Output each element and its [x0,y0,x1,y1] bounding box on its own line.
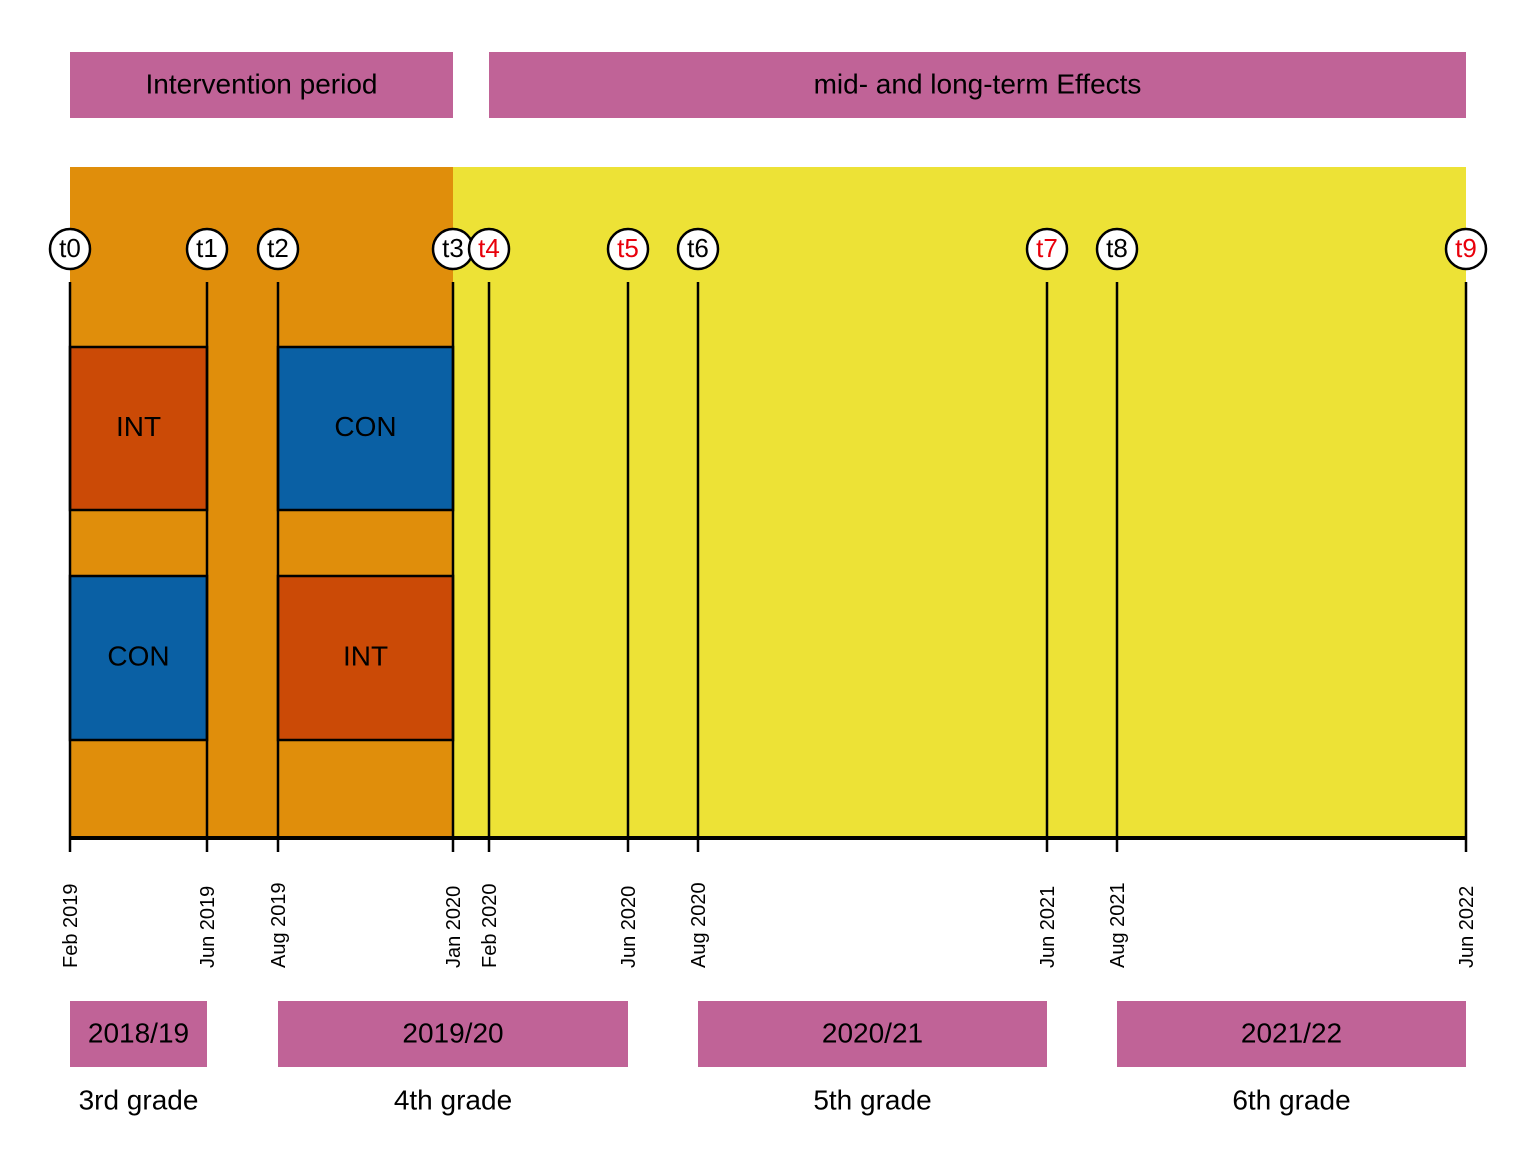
school-years: 2018/19 3rd grade 2019/20 4th grade 2020/21 5… [70,1001,1466,1115]
timepoint-label: t8 [1106,233,1128,263]
int-group-label: INT [343,640,388,671]
date-tick-label: Jun 2022 [1456,886,1478,968]
timepoint-marker-t1 [185,227,229,271]
timepoint-label: t0 [59,233,81,263]
timepoint-marker-t8 [1095,227,1139,271]
int-group-label: INT [116,411,161,442]
effects-period-label: mid- and long-term Effects [814,68,1142,99]
intervention-period-label: Intervention period [146,68,378,99]
date-tick-label: Jun 2021 [1037,886,1059,968]
timepoint-marker-t0 [48,227,92,271]
con-group-box [276,345,455,512]
con-group-box [68,574,209,742]
timepoint-marker-t7 [1025,227,1069,271]
school-year-banner [70,1001,207,1067]
timepoint-label: t4 [478,233,500,263]
school-year-banner [698,1001,1047,1067]
timepoint-label: t3 [442,233,464,263]
date-tick-label: Aug 2020 [688,882,710,968]
timepoint-lines [68,282,1468,852]
intervention-period-banner [70,52,453,118]
date-labels: Feb 2019 Jun 2019 Aug 2019 Jan 2020 Feb 2020… [60,882,1478,968]
grade-label: 6th grade [1232,1084,1350,1115]
con-group-label: CON [107,640,169,671]
timepoint-label: t2 [267,233,289,263]
timepoint-marker-t9 [1444,227,1488,271]
school-year-banner [278,1001,628,1067]
school-year-label: 2021/22 [1241,1017,1342,1048]
date-tick-label: Feb 2019 [60,883,82,968]
school-year-label: 2020/21 [822,1017,923,1048]
school-year-label: 2019/20 [402,1017,503,1048]
grade-label: 5th grade [813,1084,931,1115]
con-group-label: CON [334,411,396,442]
timepoint-markers: t0 t1 t2 t3 t4 t5 t6 t7 t8 t9 [48,227,1488,271]
timepoint-label: t9 [1455,233,1477,263]
timepoint-marker-t4 [467,227,511,271]
int-group-box [276,574,455,742]
date-tick-label: Aug 2019 [268,882,290,968]
effects-period-banner [489,52,1466,118]
date-tick-label: Aug 2021 [1107,882,1129,968]
date-tick-label: Jun 2019 [197,886,219,968]
timepoint-marker-t2 [256,227,300,271]
grade-label: 3rd grade [79,1084,199,1115]
school-year-label: 2018/19 [88,1017,189,1048]
timepoint-label: t6 [687,233,709,263]
school-year-banner [1117,1001,1466,1067]
date-tick-label: Jun 2020 [618,886,640,968]
date-tick-label: Feb 2020 [479,883,501,968]
timepoint-label: t5 [617,233,639,263]
effects-phase-background [453,167,1466,838]
date-tick-label: Jan 2020 [443,886,465,968]
timepoint-marker-t5 [606,227,650,271]
timepoint-label: t1 [196,233,218,263]
timepoint-label: t7 [1036,233,1058,263]
grade-label: 4th grade [394,1084,512,1115]
timepoint-marker-t6 [676,227,720,271]
